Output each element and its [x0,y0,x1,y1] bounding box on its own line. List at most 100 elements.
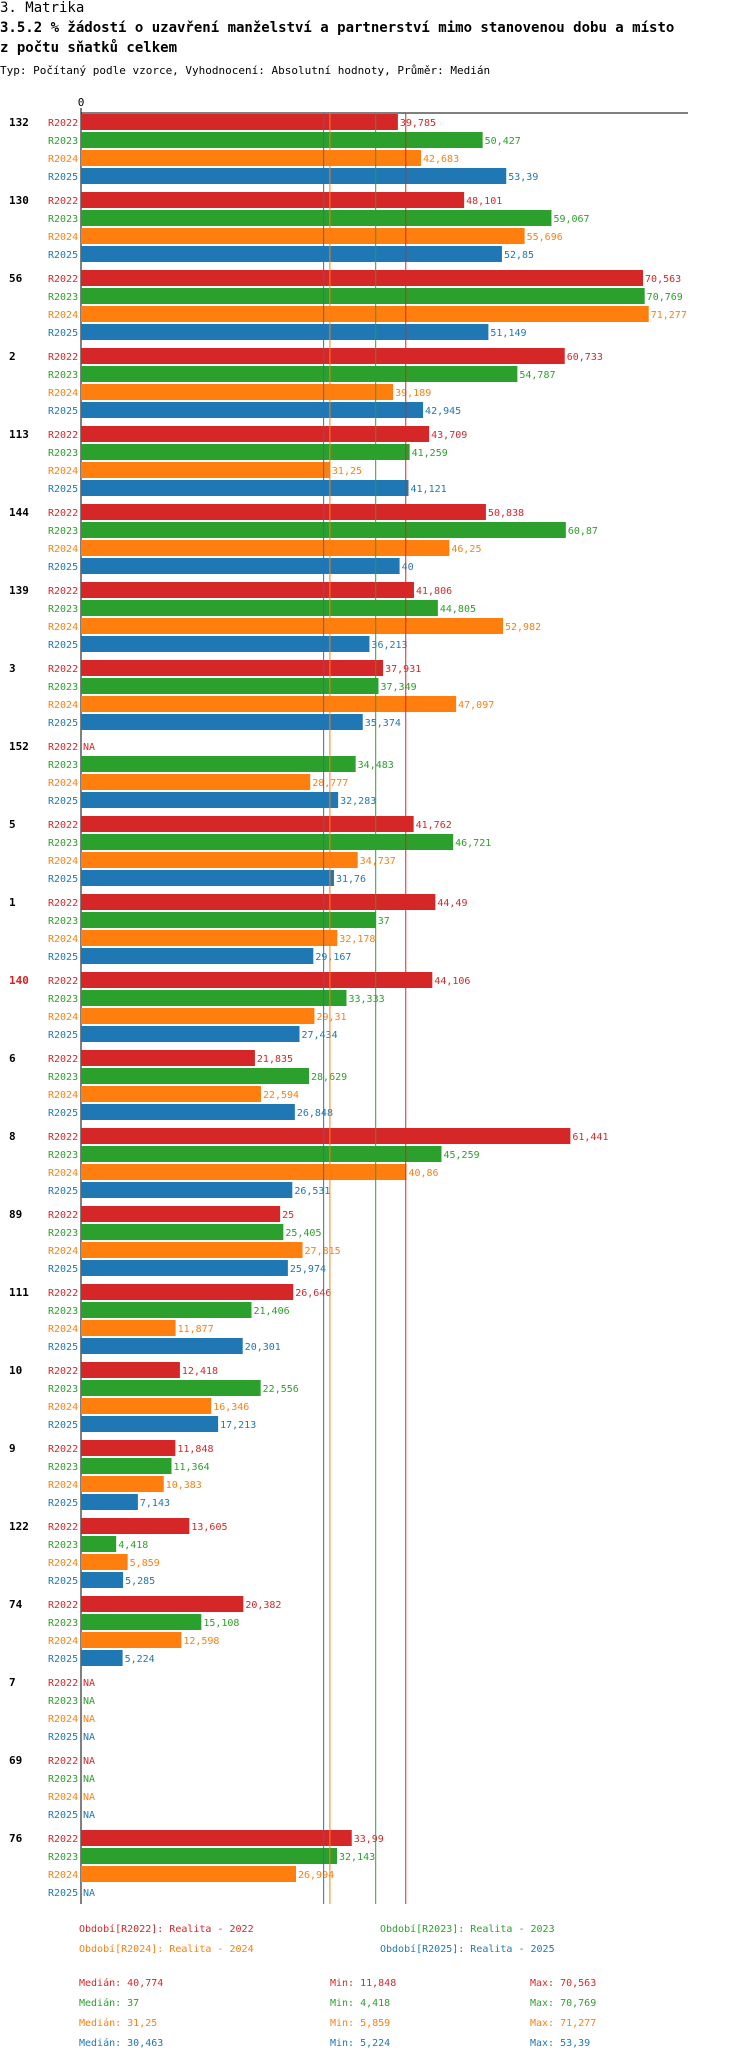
data-label-na: NA [83,1732,95,1743]
data-label-na: NA [83,1888,95,1899]
chart-title-line1: 3.5.2 % žádostí o uzavření manželství a … [0,20,675,36]
bar [81,504,486,520]
data-label: 22,556 [263,1384,299,1395]
group-label: 56 [9,272,23,285]
data-label-na: NA [83,1756,95,1767]
data-label: 40,86 [408,1168,438,1179]
group-label: 2 [9,350,16,363]
series-label: R2023 [48,1852,78,1863]
bar [81,1242,303,1258]
series-label: R2023 [48,526,78,537]
bar [81,1050,255,1066]
data-label: 15,108 [203,1618,239,1629]
bar [81,114,398,130]
bar [81,1614,202,1630]
data-label: 29,31 [316,1012,346,1023]
group-label: 113 [9,428,29,441]
bar [81,132,483,148]
series-label: R2024 [48,1792,78,1803]
data-label: 39,785 [400,118,436,129]
data-label: 26,646 [295,1288,331,1299]
data-label: 50,427 [485,136,521,147]
group-label: 9 [9,1442,16,1455]
series-label: R2023 [48,1540,78,1551]
series-label: R2025 [48,718,78,729]
series-label: R2023 [48,1306,78,1317]
series-label: R2022 [48,1834,78,1845]
data-label: 4,418 [118,1540,148,1551]
series-label: R2022 [48,196,78,207]
stat-max: Max: 70,563 [530,1978,596,1989]
series-label: R2025 [48,562,78,573]
data-label: 39,189 [395,388,431,399]
series-label: R2022 [48,742,78,753]
series-label: R2022 [48,430,78,441]
data-label: 71,277 [651,310,687,321]
bar [81,480,409,496]
series-label: R2024 [48,934,78,945]
data-label: 42,945 [425,406,461,417]
data-label: 5,224 [125,1654,155,1665]
series-label: R2022 [48,898,78,909]
data-label: 44,805 [440,604,476,615]
data-label: 51,149 [490,328,526,339]
data-label: 22,594 [263,1090,299,1101]
series-label: R2023 [48,1618,78,1629]
bar [81,228,525,244]
data-label: 55,696 [527,232,563,243]
bar [81,852,358,868]
series-label: R2024 [48,1168,78,1179]
data-label: 54,787 [519,370,555,381]
series-label: R2024 [48,1324,78,1335]
bar [81,1146,442,1162]
bar [81,1128,571,1144]
legend-entry: Období[R2023]: Realita - 2023 [380,1923,555,1935]
bar [81,912,376,928]
series-label: R2024 [48,232,78,243]
data-label: 5,859 [130,1558,160,1569]
data-label: 33,333 [348,994,384,1005]
series-label: R2024 [48,388,78,399]
bar [81,348,565,364]
bar [81,1338,243,1354]
series-label: R2025 [48,1342,78,1353]
series-label: R2025 [48,952,78,963]
bar [81,1398,212,1414]
series-label: R2023 [48,604,78,615]
series-label: R2024 [48,1714,78,1725]
stat-median: Medián: 37 [79,1997,139,2009]
bar [81,756,356,772]
group-label: 74 [9,1598,23,1611]
series-label: R2023 [48,370,78,381]
bar [81,1476,164,1492]
series-label: R2022 [48,1288,78,1299]
series-label: R2024 [48,622,78,633]
data-label: 46,721 [455,838,491,849]
data-label: 31,76 [336,874,366,885]
group-label: 7 [9,1676,16,1689]
series-label: R2023 [48,838,78,849]
data-label-na: NA [83,1696,95,1707]
group-label: 130 [9,194,29,207]
stat-max: Max: 70,769 [530,1998,596,2009]
bar [81,150,421,166]
bar [81,270,644,286]
data-label: 26,531 [294,1186,330,1197]
data-label: 45,259 [443,1150,479,1161]
bar [81,1458,172,1474]
bar [81,894,436,910]
bar [81,660,384,676]
series-label: R2024 [48,700,78,711]
series-label: R2022 [48,820,78,831]
series-label: R2024 [48,310,78,321]
series-label: R2024 [48,1870,78,1881]
series-label: R2022 [48,664,78,675]
legend-entry: Období[R2022]: Realita - 2022 [79,1923,254,1935]
bar [81,930,338,946]
data-label: 37 [378,916,390,927]
series-label: R2025 [48,484,78,495]
bar [81,1572,124,1588]
bar [81,1068,310,1084]
data-label-na: NA [83,1792,95,1803]
